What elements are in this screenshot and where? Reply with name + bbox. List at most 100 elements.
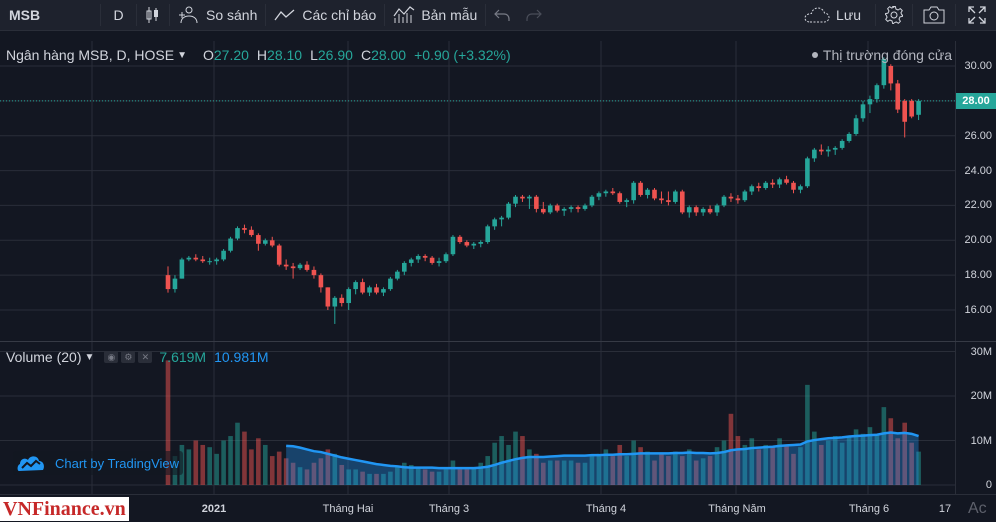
candle-body bbox=[436, 261, 442, 263]
price-tick-label: 18.00 bbox=[964, 269, 992, 282]
candle-body bbox=[860, 104, 866, 119]
close-icon[interactable]: ✕ bbox=[138, 351, 153, 363]
volume-bar bbox=[791, 453, 796, 485]
candle-body bbox=[707, 208, 713, 213]
volume-bar bbox=[214, 453, 219, 485]
gear-icon[interactable]: ⚙ bbox=[121, 351, 136, 363]
candle-body bbox=[290, 266, 296, 269]
time-tick-label: 2021 bbox=[201, 503, 227, 515]
candle-body bbox=[214, 259, 219, 262]
candle-body bbox=[624, 200, 629, 202]
open-value: 27.20 bbox=[213, 47, 249, 63]
candle-body bbox=[721, 196, 727, 206]
time-axis[interactable]: 2021 Tháng Hai Tháng 3 Tháng 4 Tháng Năm Thán… bbox=[0, 494, 996, 522]
time-tick-label: Tháng 6 bbox=[848, 503, 890, 515]
volume-bar bbox=[457, 469, 463, 485]
price-tick-label: 22.00 bbox=[964, 199, 992, 212]
volume-bar bbox=[652, 460, 657, 485]
save-label: Lưu bbox=[836, 7, 861, 23]
compare-button[interactable]: So sánh bbox=[170, 0, 265, 31]
volume-bar bbox=[839, 442, 845, 485]
volume-bar bbox=[617, 444, 623, 485]
undo-button[interactable] bbox=[486, 0, 518, 31]
last-price-label: 28.00 bbox=[956, 92, 996, 109]
candle-body bbox=[332, 297, 338, 307]
chevron-down-icon[interactable]: ▼ bbox=[84, 351, 95, 363]
candle-body bbox=[812, 149, 817, 159]
volume-bar bbox=[318, 458, 324, 485]
toolbar-divider bbox=[265, 4, 267, 26]
templates-label: Bản mẫu bbox=[421, 7, 478, 23]
volume-tick-label: 10M bbox=[970, 434, 992, 447]
candle-body bbox=[534, 196, 539, 209]
volume-bar bbox=[263, 444, 268, 485]
candle-body bbox=[568, 207, 574, 209]
volume-bar bbox=[881, 407, 887, 485]
candle-body bbox=[339, 297, 345, 304]
candle-body bbox=[242, 228, 247, 230]
volume-bar bbox=[256, 438, 261, 485]
volume-bar bbox=[909, 442, 914, 485]
save-button[interactable]: Lưu bbox=[796, 0, 875, 31]
volume-bar bbox=[422, 469, 428, 485]
undo-icon bbox=[494, 9, 510, 21]
candle-body bbox=[805, 158, 810, 187]
candle-body bbox=[575, 207, 581, 209]
candle-body bbox=[485, 226, 490, 243]
candle-body bbox=[221, 250, 226, 260]
volume-bar bbox=[568, 460, 574, 485]
volume-bar bbox=[714, 447, 720, 485]
volume-bar bbox=[888, 418, 894, 485]
volume-bar bbox=[443, 469, 449, 485]
price-tick-label: 26.00 bbox=[964, 129, 992, 142]
tradingview-badge[interactable]: Chart by TradingView bbox=[13, 451, 184, 475]
volume-bar bbox=[429, 471, 435, 485]
series-title[interactable]: Ngân hàng MSB, D, HOSE bbox=[6, 47, 175, 63]
time-tick-label: Tháng 4 bbox=[585, 503, 627, 515]
volume-bar bbox=[304, 469, 310, 485]
activate-windows-text: Ac bbox=[968, 500, 987, 517]
chevron-down-icon[interactable]: ▼ bbox=[177, 49, 187, 61]
snapshot-button[interactable] bbox=[913, 0, 955, 31]
price-scale[interactable]: 30.00 26.00 24.00 22.00 20.00 18.00 16.00 bbox=[955, 41, 996, 341]
symbol-search-button[interactable]: MSB bbox=[0, 0, 100, 31]
time-tick-label: 17 bbox=[938, 503, 952, 515]
candle-body bbox=[673, 191, 678, 202]
redo-button[interactable] bbox=[518, 0, 550, 31]
volume-chart[interactable] bbox=[0, 342, 955, 494]
interval-button[interactable]: D bbox=[101, 0, 136, 31]
fullscreen-button[interactable] bbox=[956, 0, 996, 31]
settings-button[interactable] bbox=[876, 0, 912, 31]
price-chart[interactable] bbox=[0, 41, 955, 341]
open-key: O bbox=[202, 47, 214, 63]
candle-body bbox=[832, 147, 838, 150]
toolbar-divider bbox=[485, 4, 487, 26]
indicators-button[interactable]: Các chỉ báo bbox=[266, 0, 384, 31]
volume-bar bbox=[193, 440, 199, 485]
candle-body bbox=[888, 66, 894, 84]
candle-body bbox=[325, 287, 331, 307]
volume-bar bbox=[186, 449, 192, 485]
candle-body bbox=[825, 149, 831, 152]
templates-icon bbox=[393, 6, 415, 23]
volume-scale[interactable]: 30M 20M 10M 0 bbox=[955, 342, 996, 494]
toolbar-right-group: Lưu bbox=[796, 0, 996, 31]
volume-bar bbox=[575, 462, 581, 485]
candle-body bbox=[415, 255, 421, 260]
volume-title[interactable]: Volume (20) bbox=[6, 349, 82, 365]
volume-bar bbox=[388, 471, 393, 485]
templates-button[interactable]: Bản mẫu bbox=[385, 0, 485, 31]
candle-body bbox=[395, 271, 400, 279]
market-status-text: Thị trường đóng cửa bbox=[822, 47, 952, 63]
volume-legend: Volume (20) ▼ ◉ ⚙ ✕ 7.619M 10.981M bbox=[6, 349, 269, 365]
candle-body bbox=[513, 196, 518, 204]
eye-icon[interactable]: ◉ bbox=[104, 351, 119, 363]
interval-label: D bbox=[113, 7, 124, 23]
toolbar-divider bbox=[912, 4, 913, 26]
candle-body bbox=[283, 264, 289, 267]
price-tick-label: 20.00 bbox=[964, 234, 992, 247]
volume-bar bbox=[631, 440, 636, 485]
price-tick-label: 30.00 bbox=[964, 60, 992, 72]
pane-separator[interactable] bbox=[0, 341, 996, 342]
chart-type-button[interactable] bbox=[137, 0, 169, 31]
